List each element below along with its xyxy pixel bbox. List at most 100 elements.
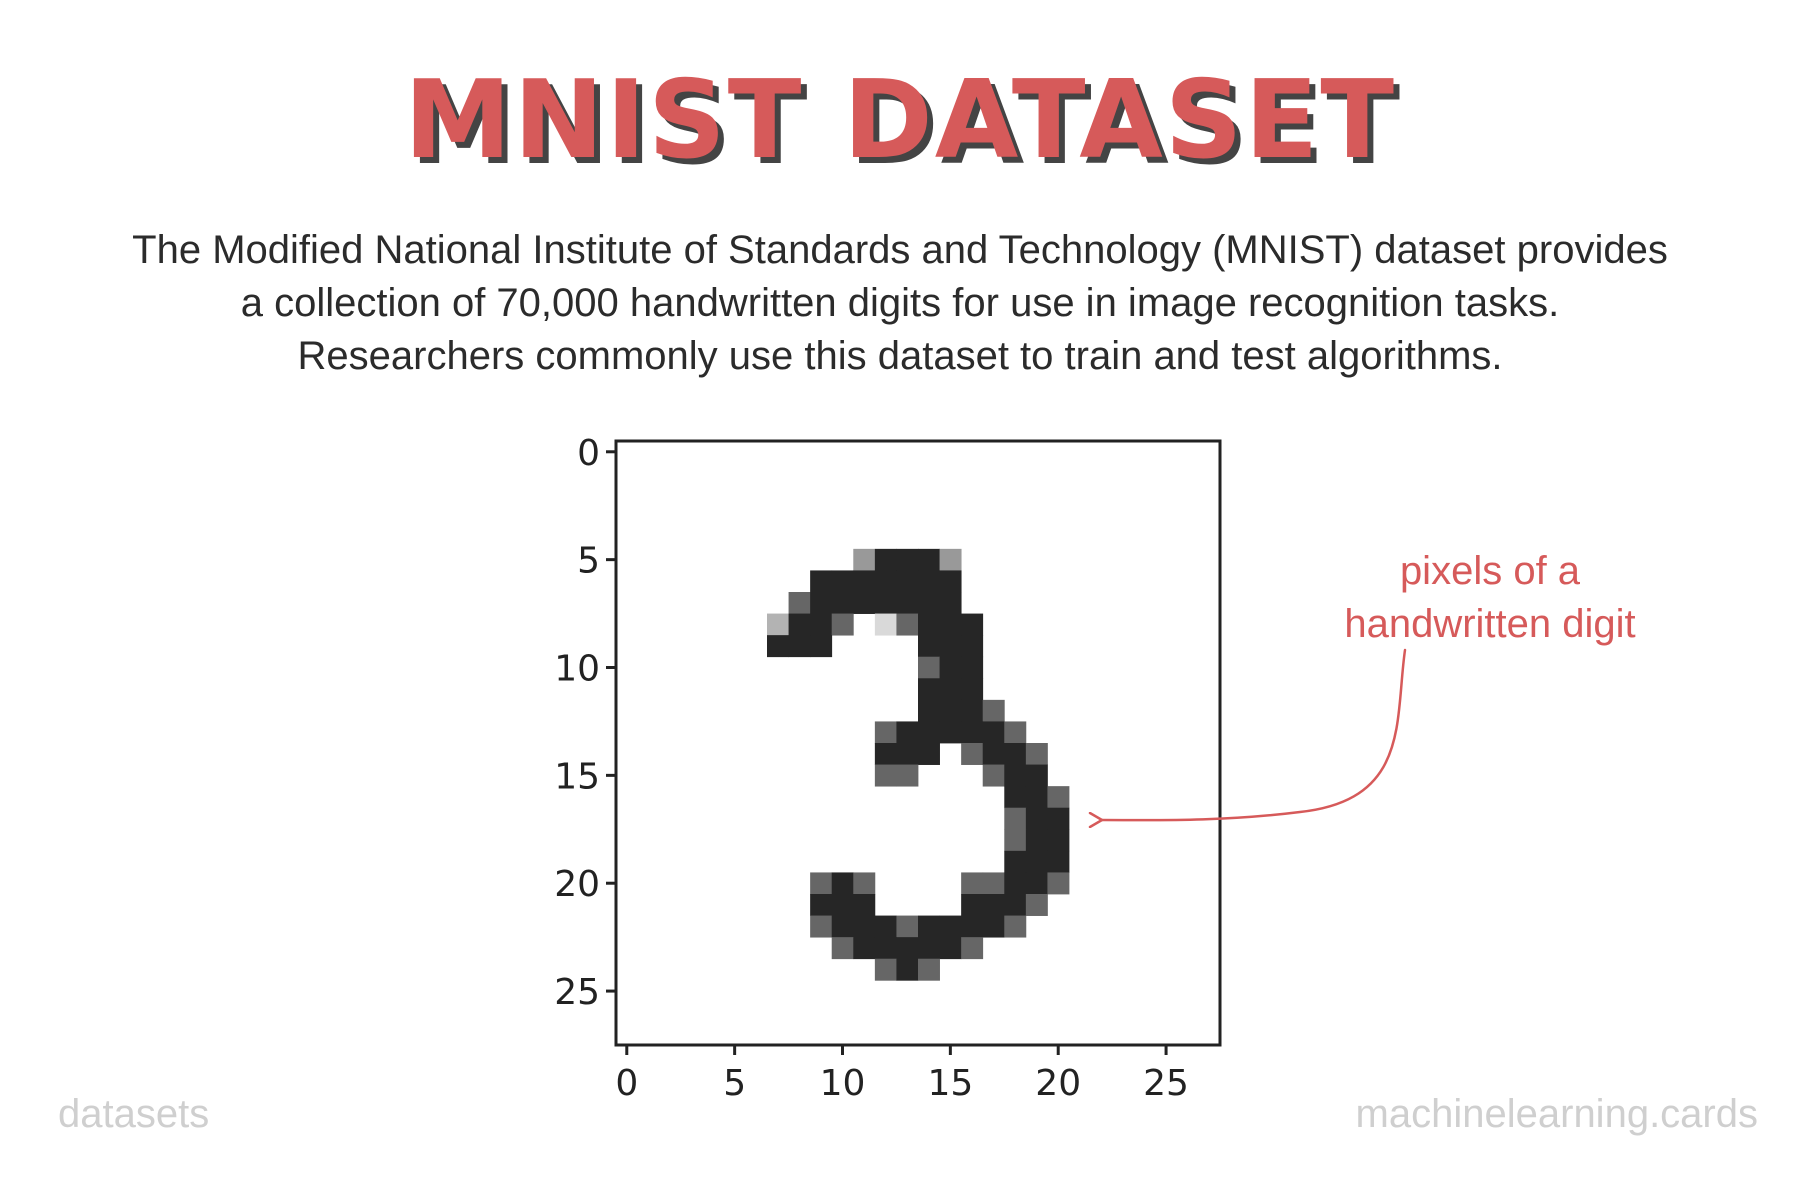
pixel-cell	[1004, 786, 1027, 809]
pixel-cell	[810, 872, 833, 895]
page-title: MNIST DATASET	[403, 58, 1397, 183]
x-tick-label: 25	[1143, 1063, 1189, 1104]
pixel-cell	[831, 894, 854, 916]
pixel-cell	[1004, 764, 1027, 787]
pixel-cell	[918, 656, 940, 679]
y-tick-label: 0	[577, 433, 600, 474]
pixel-cell	[939, 656, 962, 679]
footer-site: machinelearning.cards	[1355, 1092, 1758, 1136]
pixel-cell	[853, 872, 876, 895]
pixel-cell	[896, 958, 919, 981]
pixel-cell	[918, 915, 940, 938]
description-line: The Modified National Institute of Stand…	[132, 228, 1668, 272]
pixel-cell	[831, 872, 854, 895]
pixel-cell	[896, 548, 919, 571]
pixel-cell	[810, 894, 833, 916]
pixel-cell	[1004, 721, 1027, 744]
pixel-cell	[939, 548, 962, 571]
annotation-label: pixels of a handwritten digit	[1290, 545, 1690, 651]
y-tick-label: 20	[554, 864, 600, 905]
pixel-cell	[918, 937, 940, 960]
pixel-cell	[982, 764, 1005, 787]
pixel-cell	[939, 678, 962, 701]
pixel-cell	[982, 872, 1005, 895]
x-tick-label: 0	[615, 1063, 638, 1104]
pixel-cell	[1025, 764, 1048, 787]
pixel-cell	[853, 894, 876, 916]
pixel-cell	[1025, 850, 1048, 873]
pixel-cell	[1004, 915, 1027, 938]
pixel-cell	[874, 743, 897, 765]
pixel-cell	[1025, 894, 1048, 916]
pixel-cell	[896, 937, 919, 960]
pixel-cell	[1047, 829, 1070, 852]
pixel-cell	[939, 721, 962, 744]
pixel-cell	[961, 743, 984, 765]
pixel-cell	[874, 958, 897, 981]
pixel-cell	[918, 958, 940, 981]
pixel-cell	[831, 937, 854, 960]
pixel-cell	[874, 915, 897, 938]
pixel-cell	[896, 592, 919, 614]
pixel-cell	[810, 635, 833, 658]
pixel-cell	[896, 613, 919, 636]
pixel-cell	[1025, 807, 1048, 830]
pixel-cell	[982, 894, 1005, 916]
pixel-cell	[961, 872, 984, 895]
pixel-cell	[961, 635, 984, 658]
pixel-cell	[874, 764, 897, 787]
pixel-cell	[896, 764, 919, 787]
pixel-cell	[982, 699, 1005, 722]
pixel-cell	[961, 613, 984, 636]
annotation-line: handwritten digit	[1344, 602, 1636, 646]
pixel-cell	[939, 570, 962, 593]
pixel-cell	[961, 894, 984, 916]
pixel-cell	[939, 592, 962, 614]
pixel-cell	[810, 570, 833, 593]
pixel-cell	[982, 915, 1005, 938]
footer-category: datasets	[58, 1092, 210, 1136]
pixel-cell	[939, 613, 962, 636]
annotation-arrow	[1102, 648, 1407, 820]
x-tick-label: 15	[927, 1063, 973, 1104]
pixel-cell	[788, 635, 811, 658]
pixel-cell	[767, 613, 789, 636]
x-tick-label: 5	[723, 1063, 746, 1104]
pixel-cell	[874, 721, 897, 744]
pixel-cell	[853, 570, 876, 593]
x-tick-label: 10	[820, 1063, 866, 1104]
pixel-cell	[1004, 872, 1027, 895]
pixel-cell	[767, 635, 789, 658]
pixel-cell	[982, 743, 1005, 765]
pixel-cell	[831, 592, 854, 614]
pixel-cell	[918, 678, 940, 701]
pixel-cell	[853, 548, 876, 571]
pixel-cell	[1004, 807, 1027, 830]
pixel-cell	[918, 613, 940, 636]
pixel-cell	[1004, 743, 1027, 765]
pixel-cell	[853, 937, 876, 960]
pixel-cell	[853, 592, 876, 614]
pixel-cell	[939, 937, 962, 960]
y-tick-label: 5	[577, 541, 600, 582]
description-line: a collection of 70,000 handwritten digit…	[240, 281, 1560, 325]
pixel-cell	[788, 613, 811, 636]
pixel-cell	[961, 915, 984, 938]
pixel-cell	[1025, 829, 1048, 852]
annotation-line: pixels of a	[1399, 549, 1581, 593]
pixel-cell	[831, 570, 854, 593]
pixel-cell	[1047, 872, 1070, 895]
pixel-cell	[810, 592, 833, 614]
pixel-cell	[1025, 786, 1048, 809]
pixel-cell	[896, 570, 919, 593]
pixel-cell	[918, 592, 940, 614]
pixel-cell	[788, 592, 811, 614]
pixel-cell	[874, 592, 897, 614]
pixel-cell	[810, 613, 833, 636]
pixel-cell	[896, 915, 919, 938]
y-tick-label: 25	[554, 972, 600, 1013]
pixel-cell	[1004, 894, 1027, 916]
pixel-cell	[1004, 850, 1027, 873]
pixel-cell	[918, 699, 940, 722]
